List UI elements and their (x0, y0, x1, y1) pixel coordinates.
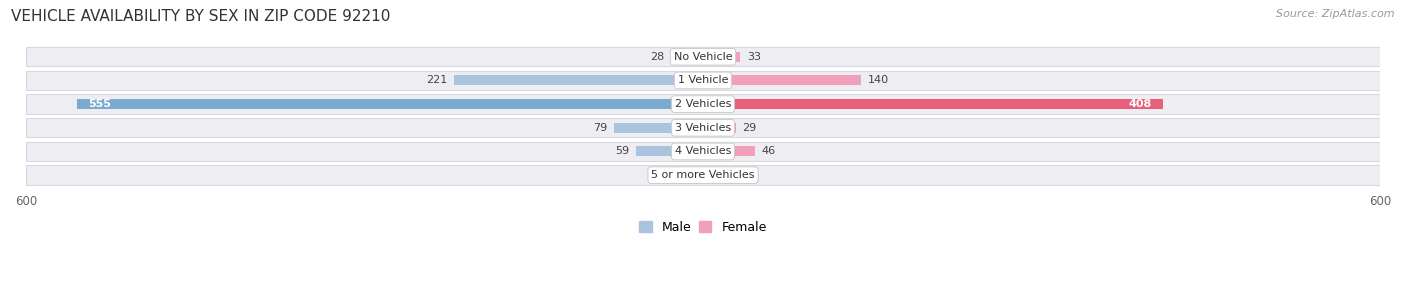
Text: 5 or more Vehicles: 5 or more Vehicles (651, 170, 755, 180)
Bar (703, 52, 740, 62)
Text: No Vehicle: No Vehicle (673, 52, 733, 62)
Bar (637, 147, 703, 156)
Bar (27, 71, 1379, 90)
Bar (77, 99, 703, 109)
Text: 19: 19 (661, 170, 675, 180)
Text: 28: 28 (651, 52, 665, 62)
Bar (682, 170, 703, 180)
Bar (703, 99, 1163, 109)
Text: Source: ZipAtlas.com: Source: ZipAtlas.com (1277, 9, 1395, 19)
Text: 221: 221 (426, 75, 447, 85)
Bar (703, 170, 711, 180)
Bar (27, 118, 1379, 137)
Text: 140: 140 (868, 75, 889, 85)
Text: 33: 33 (747, 52, 761, 62)
Bar (27, 142, 1379, 161)
Text: 46: 46 (762, 147, 776, 156)
Text: 3 Vehicles: 3 Vehicles (675, 123, 731, 133)
Bar (27, 47, 1379, 66)
Text: 2 Vehicles: 2 Vehicles (675, 99, 731, 109)
Bar (672, 52, 703, 62)
Text: 1 Vehicle: 1 Vehicle (678, 75, 728, 85)
Bar (454, 76, 703, 85)
Text: 408: 408 (1129, 99, 1152, 109)
Text: VEHICLE AVAILABILITY BY SEX IN ZIP CODE 92210: VEHICLE AVAILABILITY BY SEX IN ZIP CODE … (11, 9, 391, 24)
Bar (703, 147, 755, 156)
Text: 4 Vehicles: 4 Vehicles (675, 147, 731, 156)
Text: 59: 59 (616, 147, 630, 156)
Text: 79: 79 (593, 123, 607, 133)
Bar (614, 123, 703, 133)
Bar (703, 76, 860, 85)
Bar (27, 166, 1379, 185)
Text: 555: 555 (89, 99, 111, 109)
Text: 8: 8 (718, 170, 725, 180)
Bar (27, 94, 1379, 114)
Legend: Male, Female: Male, Female (634, 216, 772, 239)
Text: 29: 29 (742, 123, 756, 133)
Bar (703, 123, 735, 133)
